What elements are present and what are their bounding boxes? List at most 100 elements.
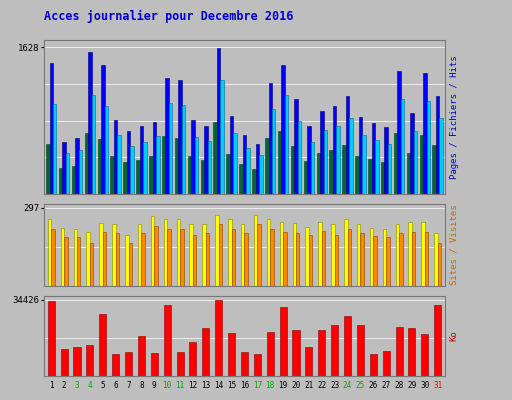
Bar (87, 232, 90, 286)
Bar (92, 95, 95, 194)
Bar (104, 106, 108, 194)
Bar (46, 144, 50, 194)
Bar (151, 216, 154, 286)
Bar (228, 219, 231, 286)
Bar (60, 228, 64, 286)
Bar (191, 120, 195, 194)
Bar (255, 144, 259, 194)
Bar (112, 354, 119, 376)
Bar (129, 243, 132, 286)
Bar (298, 121, 301, 194)
Bar (333, 106, 336, 194)
Bar (153, 122, 156, 194)
Bar (79, 150, 82, 194)
Bar (373, 236, 377, 286)
Bar (267, 219, 270, 286)
Bar (385, 127, 388, 194)
Bar (370, 228, 373, 286)
Bar (349, 118, 353, 194)
Bar (99, 314, 106, 376)
Bar (125, 352, 132, 376)
Bar (62, 142, 66, 194)
Bar (77, 237, 80, 286)
Bar (382, 350, 390, 376)
Bar (401, 100, 404, 194)
Bar (414, 131, 417, 194)
Bar (60, 350, 68, 376)
Bar (316, 152, 320, 194)
Bar (116, 234, 119, 286)
Bar (87, 345, 93, 376)
Bar (396, 327, 402, 376)
Bar (138, 336, 145, 376)
Bar (177, 352, 184, 376)
Bar (423, 73, 426, 194)
Bar (74, 230, 77, 286)
Bar (59, 168, 62, 194)
Bar (241, 352, 248, 376)
Bar (399, 234, 402, 286)
Bar (258, 224, 261, 286)
Bar (268, 83, 272, 194)
Bar (359, 118, 362, 194)
Bar (201, 160, 204, 194)
Bar (51, 230, 55, 286)
Bar (362, 134, 366, 194)
Bar (331, 325, 338, 376)
Bar (189, 224, 193, 286)
Bar (320, 111, 324, 194)
Bar (318, 330, 325, 376)
Bar (221, 80, 224, 194)
Bar (90, 243, 93, 286)
Bar (136, 160, 140, 194)
Bar (215, 300, 222, 376)
Bar (331, 224, 335, 286)
Bar (381, 162, 385, 194)
Bar (409, 222, 412, 286)
Bar (370, 354, 377, 376)
Bar (344, 316, 351, 376)
Bar (149, 156, 153, 194)
Bar (280, 222, 283, 286)
Bar (114, 120, 117, 194)
Bar (127, 131, 130, 194)
Y-axis label: Ko: Ko (450, 331, 459, 341)
Bar (433, 145, 436, 194)
Bar (239, 164, 243, 194)
Bar (215, 215, 219, 286)
Bar (164, 219, 167, 286)
Bar (167, 230, 170, 286)
Bar (309, 235, 312, 286)
Bar (243, 136, 246, 194)
Bar (346, 96, 349, 194)
Bar (125, 235, 129, 286)
Bar (324, 130, 327, 194)
Bar (344, 219, 348, 286)
Bar (270, 230, 274, 286)
Bar (318, 222, 322, 286)
Bar (75, 138, 79, 194)
Bar (439, 118, 443, 194)
Bar (360, 234, 364, 286)
Bar (217, 48, 221, 194)
Bar (246, 148, 250, 194)
Bar (219, 224, 222, 286)
Bar (434, 234, 438, 286)
Bar (355, 156, 359, 194)
Bar (329, 150, 333, 194)
Bar (420, 134, 423, 194)
Bar (175, 138, 178, 194)
Bar (228, 333, 235, 376)
Bar (50, 63, 53, 194)
Bar (348, 230, 351, 286)
Y-axis label: Pages / Fichiers / Hits: Pages / Fichiers / Hits (450, 55, 459, 179)
Bar (140, 126, 143, 194)
Bar (335, 235, 338, 286)
Bar (285, 95, 288, 194)
Bar (143, 142, 146, 194)
Bar (230, 116, 233, 194)
Bar (180, 230, 183, 286)
Bar (169, 103, 173, 194)
Bar (206, 234, 209, 286)
Bar (304, 161, 307, 194)
